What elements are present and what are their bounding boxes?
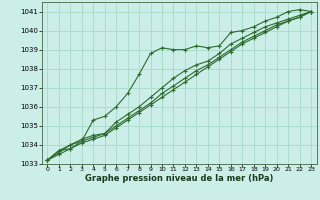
X-axis label: Graphe pression niveau de la mer (hPa): Graphe pression niveau de la mer (hPa) <box>85 174 273 183</box>
